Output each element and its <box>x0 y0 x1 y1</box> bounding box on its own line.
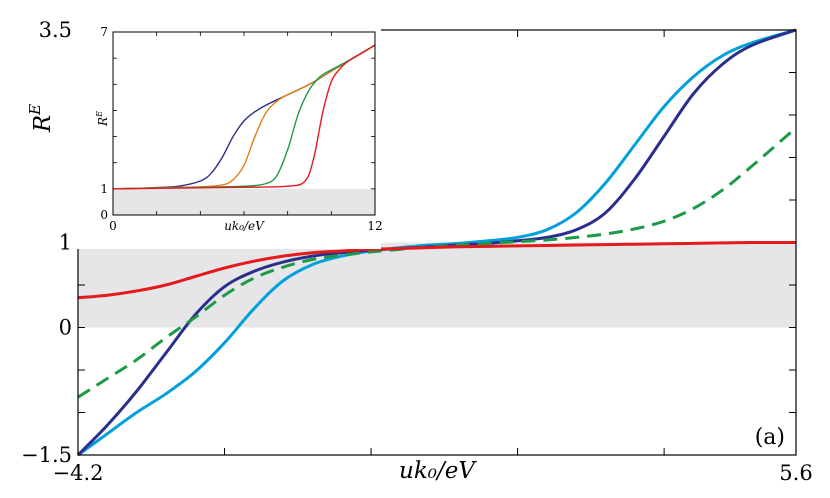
inset-y-axis-label-main: R <box>96 117 110 127</box>
inset-x-tick-label: 12 <box>367 219 382 233</box>
main-shaded-band <box>78 242 796 328</box>
inset-x-axis-label: uk₀/eV <box>224 219 265 233</box>
main-y-tick-label: −1.5 <box>21 443 72 467</box>
inset-shaded-band <box>113 188 375 215</box>
main-series-line-1 <box>77 28 797 457</box>
main-y-tick-label: 0 <box>59 316 72 340</box>
inset-y-tick-label: 1 <box>100 182 108 196</box>
main-y-tick-label: 3.5 <box>39 18 72 42</box>
main-y-tick-label: 1 <box>59 231 72 255</box>
inset-y-tick-label: 7 <box>100 25 108 39</box>
main-y-axis-label: RE <box>26 104 56 133</box>
inset-y-axis-label: RE <box>95 111 110 127</box>
inset-series-line-4 <box>112 44 376 190</box>
inset-y-tick-label: 0 <box>100 208 108 222</box>
inset-plot-frame <box>112 31 376 216</box>
main-x-tick-label: −4.2 <box>53 461 104 485</box>
inset-x-tick-label: 0 <box>109 219 117 233</box>
main-series-line-4 <box>77 240 797 300</box>
inset-plot: 0 1 7 0 12 uk₀/eV RE <box>73 24 383 249</box>
main-series-line-3 <box>77 126 797 399</box>
main-x-tick-label: 5.6 <box>779 461 812 485</box>
inset-y-axis-label-sup: E <box>95 111 104 118</box>
main-x-axis-label: uk₀/eV <box>399 458 477 484</box>
panel-label: (a) <box>755 425 785 450</box>
main-y-axis-label-main: R <box>30 115 56 133</box>
main-y-axis-label-sup: E <box>26 104 44 116</box>
